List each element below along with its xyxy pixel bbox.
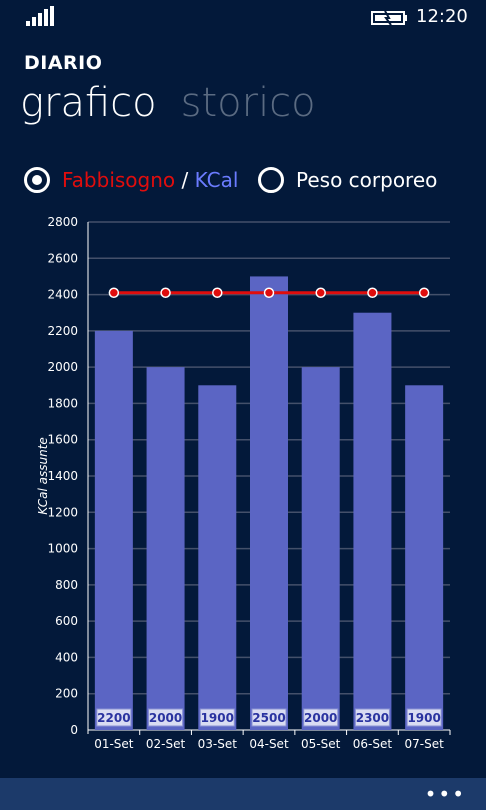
y-tick-label: 400 [55,650,78,664]
radio-button-unchecked[interactable] [258,167,284,193]
data-label-box [148,708,184,727]
x-tick-label: 07-Set [404,737,444,751]
x-tick-label: 04-Set [249,737,289,751]
battery-charging-icon [371,10,407,26]
bar [301,367,340,730]
data-label-box [199,708,235,727]
data-label: 2000 [304,711,337,725]
data-label-box [96,708,132,727]
y-tick-label: 2200 [47,324,78,338]
y-tick-label: 1200 [47,505,78,519]
x-tick-label: 06-Set [353,737,393,751]
fabbisogno-point [160,287,171,299]
label-separator: / [175,168,195,192]
bar [250,276,288,730]
y-tick-label: 1800 [47,396,78,410]
status-bar: 12:20 [0,0,486,34]
y-tick-label: 600 [55,614,78,628]
y-tick-label: 2800 [47,215,78,229]
x-tick-label: 02-Set [146,737,186,751]
radio-label-peso: Peso corporeo [296,168,438,192]
data-label-box [354,708,390,727]
data-label-box [251,708,287,727]
y-axis-title: KCal assunte [36,437,50,515]
data-label: 1900 [407,711,440,725]
data-label: 1900 [201,711,234,725]
clock: 12:20 [416,6,468,27]
kcal-chart: 0 200 400 600 800 1000 1200 1400 1600 1800 2000 220… [36,215,451,751]
pivot-tab-storico[interactable]: storico [180,80,316,126]
x-tick-label: 05-Set [301,737,341,751]
y-tick-label: 2000 [47,360,78,374]
radio-option-peso[interactable]: Peso corporeo [258,162,437,198]
y-tick-label: 800 [55,578,78,592]
radio-option-fabbisogno[interactable]: Fabbisogno / KCal [24,162,238,198]
fabbisogno-point [212,287,223,299]
label-fabbisogno: Fabbisogno [62,168,176,192]
label-kcal: KCal [194,168,239,192]
data-label: 2300 [356,711,389,725]
app-title: DIARIO [24,52,103,74]
x-tick-label: 01-Set [94,737,134,751]
fabbisogno-point [418,287,430,299]
y-tick-label: 0 [70,723,78,737]
bar [146,367,185,730]
bar [353,312,392,730]
more-options-icon[interactable]: ••• [424,782,466,806]
signal-icon [26,6,54,26]
y-tick-label: 200 [55,687,78,701]
fabbisogno-point [315,287,326,299]
y-tick-label: 2600 [47,251,78,265]
data-label-box [406,708,442,727]
pivot-header: grafico storico [20,80,316,126]
app-bar: ••• [0,778,486,810]
fabbisogno-point [263,287,275,299]
radio-button-checked[interactable] [24,167,50,193]
bar [94,330,133,730]
x-tick-label: 03-Set [198,737,238,751]
bar [405,385,444,730]
data-label: 2500 [252,711,285,725]
y-tick-label: 2400 [47,288,78,302]
pivot-tab-grafico[interactable]: grafico [20,80,157,126]
radio-label-fabbisogno: Fabbisogno / KCal [62,168,238,192]
y-tick-label: 1400 [47,469,78,483]
y-tick-label: 1000 [47,542,78,556]
data-label-box [303,708,339,727]
bar [198,385,237,730]
data-label: 2000 [149,711,182,725]
fabbisogno-point [367,287,378,299]
data-label: 2200 [97,711,130,725]
y-tick-label: 1600 [47,433,78,447]
fabbisogno-point [108,287,120,299]
